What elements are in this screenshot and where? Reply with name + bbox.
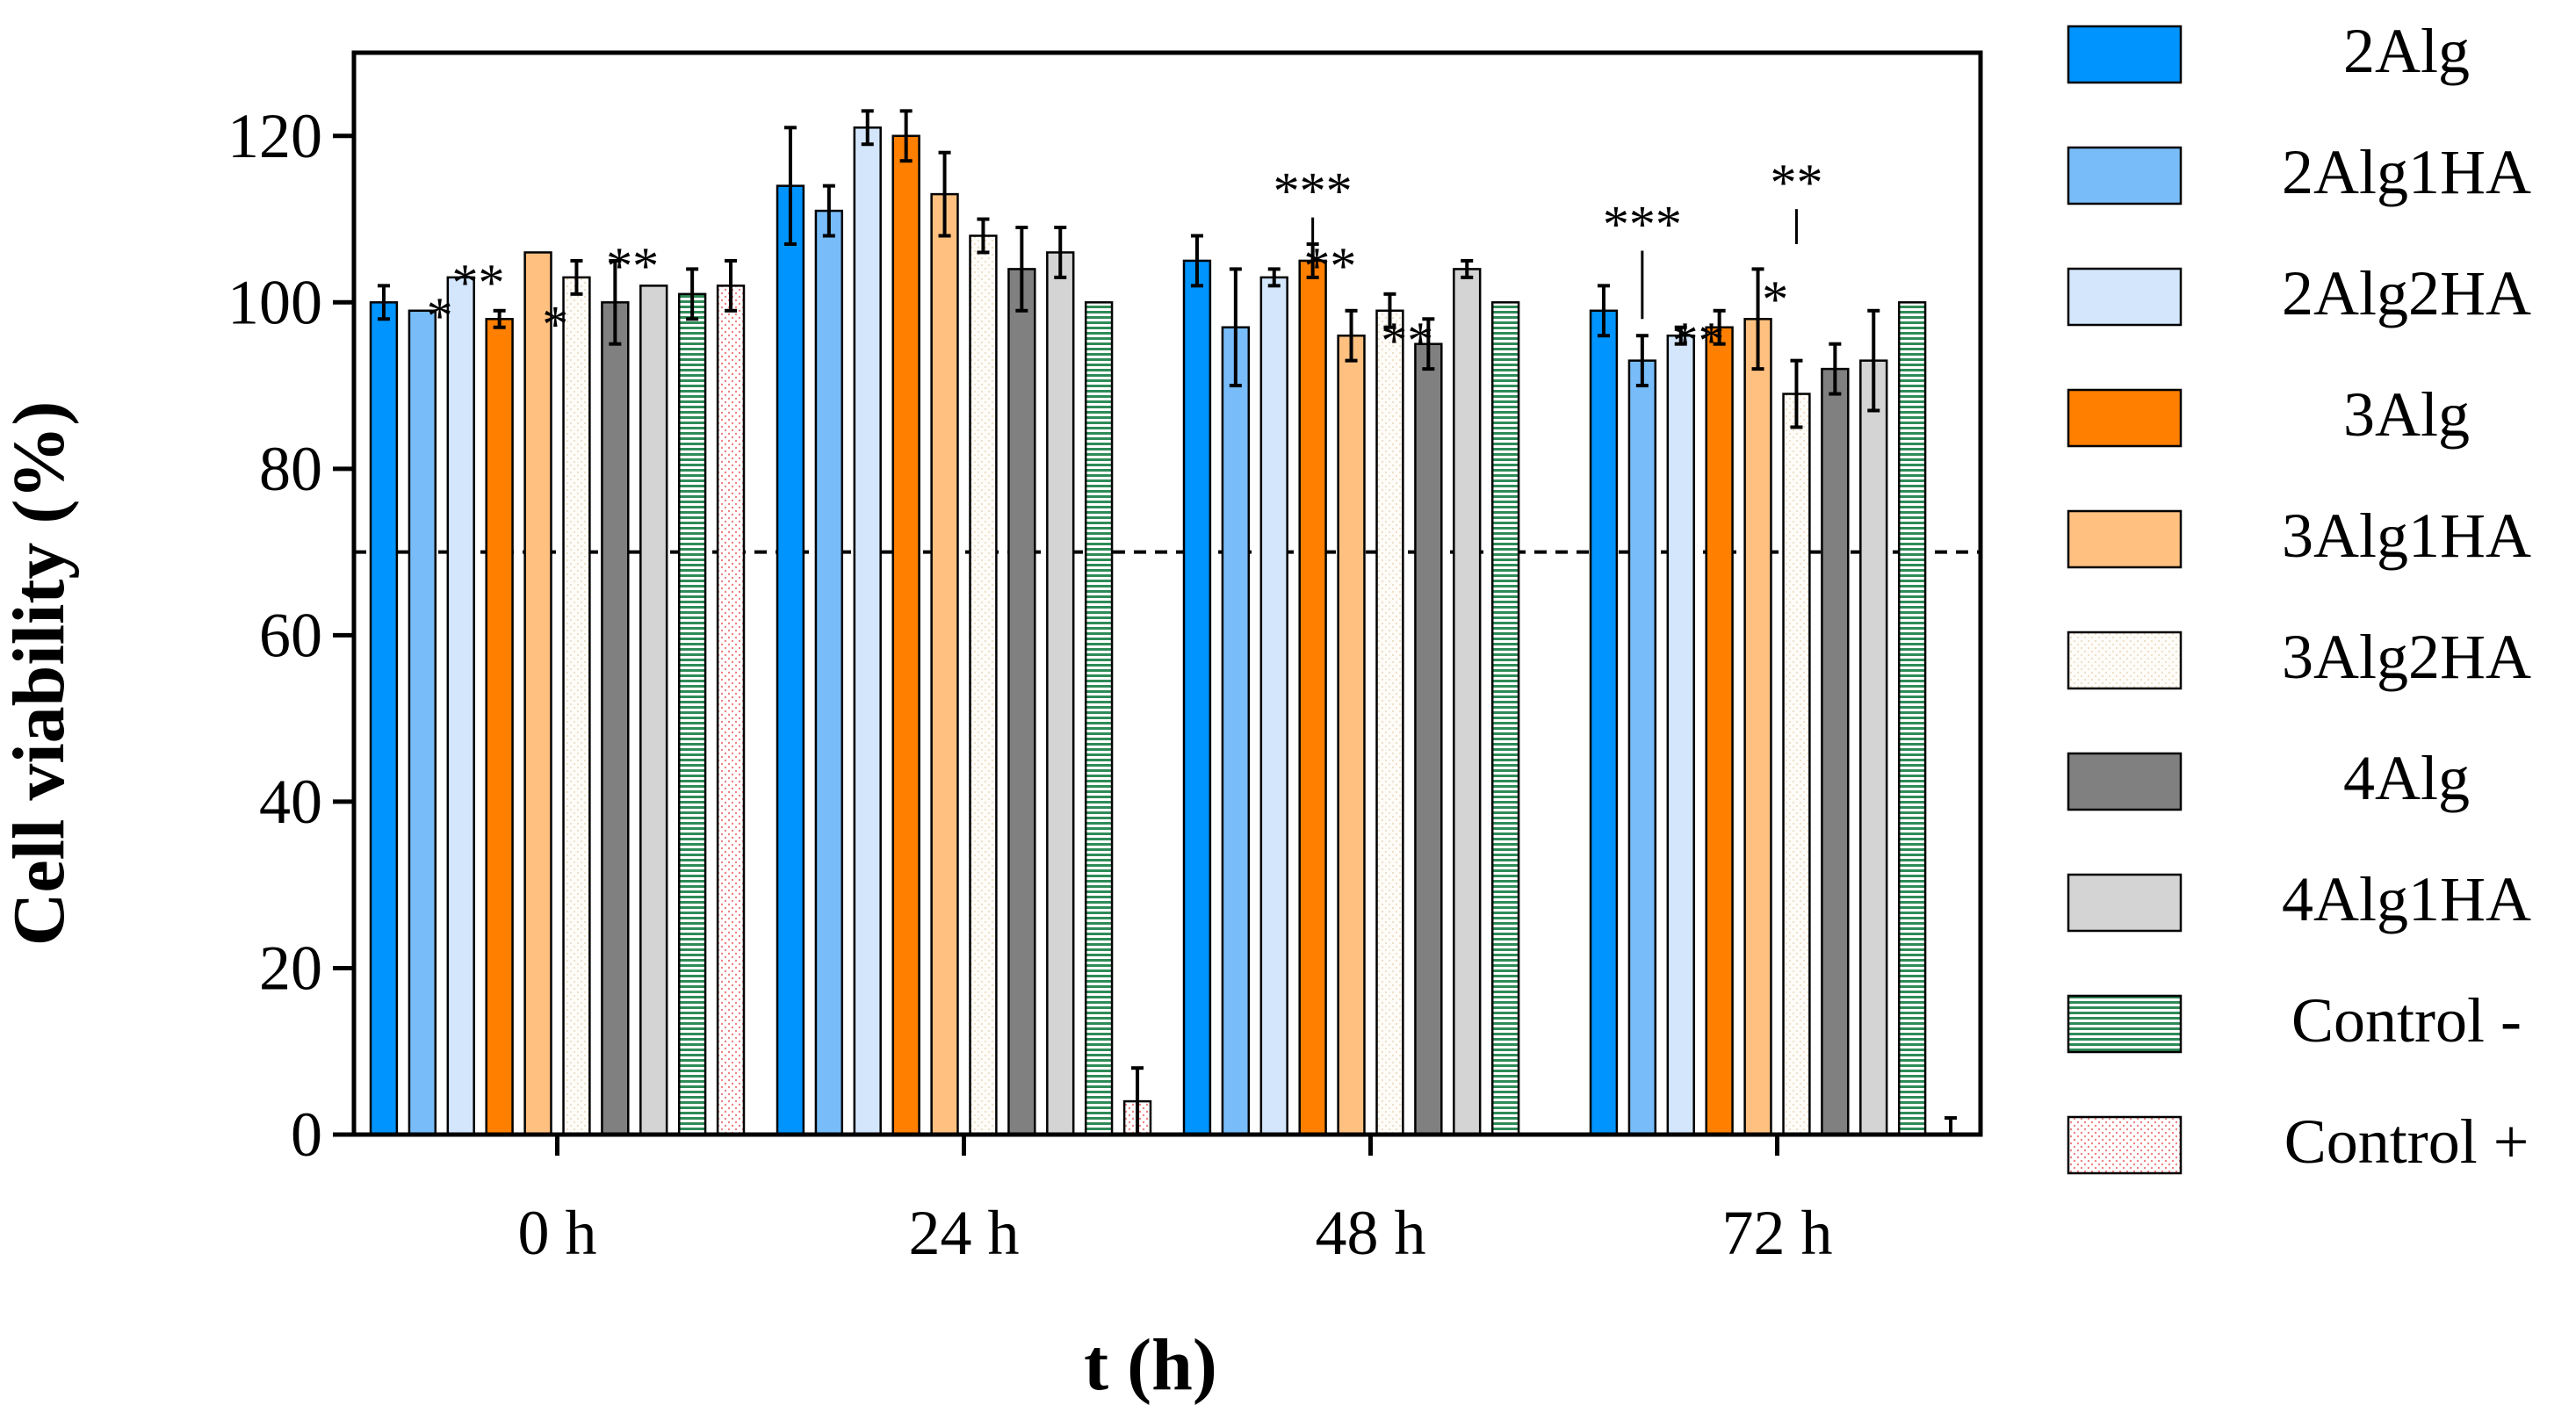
bar-3Alg1HA-48 h: [1337, 334, 1366, 1136]
legend-swatch-3Alg1HA: [2067, 509, 2183, 569]
legend-swatch-3Alg2HA: [2067, 631, 2183, 690]
bar-2Alg2HA-24 h: [853, 126, 882, 1136]
x-tick-label: 48 h: [1316, 1198, 1426, 1268]
bar-3Alg2HA-0 h: [562, 276, 591, 1136]
significance-label: **: [1381, 312, 1433, 370]
y-tick-label: 0: [291, 1099, 322, 1170]
bar-4Alg-0 h: [601, 301, 630, 1136]
bar-3Alg2HA-24 h: [969, 234, 998, 1136]
bar-2Alg2HA-48 h: [1259, 276, 1288, 1136]
bar-3Alg1HA-24 h: [930, 192, 959, 1136]
bar-3Alg-72 h: [1705, 326, 1734, 1136]
legend-label: 2Alg: [2343, 16, 2470, 86]
bar-2Alg-72 h: [1589, 309, 1619, 1136]
significance-label: **: [606, 237, 659, 295]
y-tick-label: 40: [259, 767, 322, 837]
legend-label: Control +: [2284, 1106, 2529, 1177]
bar-4Alg-24 h: [1007, 268, 1036, 1136]
y-tick-label: 120: [227, 101, 322, 171]
bar-4Alg1HA-48 h: [1453, 268, 1482, 1136]
x-tick-label: 0 h: [518, 1198, 597, 1268]
legend-swatch-2Alg: [2067, 25, 2183, 84]
significance-label: **: [1303, 237, 1356, 295]
legend-swatch-4Alg1HA: [2067, 873, 2183, 933]
y-tick-label: 80: [259, 434, 322, 504]
bar-Control --48 h: [1490, 301, 1520, 1136]
bar-2Alg-0 h: [369, 301, 399, 1136]
bar-2Alg2HA-72 h: [1666, 334, 1695, 1136]
significance-label: *: [427, 287, 453, 345]
significance-label: *: [1762, 270, 1788, 328]
legend-label: Control -: [2291, 985, 2522, 1056]
bar-Control +-0 h: [716, 285, 746, 1136]
bar-Control --72 h: [1897, 301, 1927, 1136]
bar-2Alg-24 h: [776, 184, 805, 1136]
bar-3Alg2HA-72 h: [1782, 393, 1811, 1136]
significance-label: *: [542, 295, 568, 353]
legend: 2Alg 2Alg1HA 2Alg2HA 3Alg 3Alg1HA 3Alg2HA 4Alg…: [2067, 16, 2531, 1177]
bar-4Alg-48 h: [1414, 342, 1443, 1136]
significance-label: **: [1770, 154, 1822, 212]
bar-3Alg2HA-48 h: [1375, 309, 1404, 1136]
plot-frame: [351, 50, 1983, 1137]
legend-label: 4Alg: [2343, 743, 2470, 813]
legend-label: 2Alg1HA: [2282, 137, 2531, 207]
significance-label: ***: [1274, 162, 1353, 220]
legend-label: 3Alg2HA: [2282, 622, 2531, 692]
bar-3Alg-0 h: [485, 318, 514, 1136]
y-tick-label: 60: [259, 600, 322, 670]
legend-swatch-Control +: [2067, 1115, 2183, 1175]
significance-label: **: [452, 254, 505, 312]
y-axis-title: Cell viability (%): [0, 401, 80, 947]
bar-Control --24 h: [1084, 301, 1114, 1136]
legend-swatch-2Alg2HA: [2067, 267, 2183, 327]
legend-label: 4Alg1HA: [2282, 864, 2531, 934]
legend-label: 3Alg1HA: [2282, 501, 2531, 571]
bar-2Alg1HA-0 h: [408, 309, 437, 1136]
legend-swatch-2Alg1HA: [2067, 146, 2183, 205]
bar-3Alg-24 h: [891, 134, 920, 1136]
bar-2Alg1HA-24 h: [814, 209, 844, 1136]
legend-label: 3Alg: [2343, 379, 2470, 450]
bar-4Alg1HA-0 h: [639, 285, 668, 1136]
bar-4Alg-72 h: [1821, 367, 1850, 1136]
bar-4Alg1HA-72 h: [1859, 359, 1888, 1136]
y-tick-label: 100: [227, 267, 322, 337]
bar-2Alg1HA-72 h: [1627, 359, 1657, 1136]
legend-swatch-Control -: [2067, 994, 2183, 1054]
significance-label: **: [1672, 312, 1725, 370]
significance-label: ***: [1603, 196, 1682, 254]
legend-swatch-3Alg: [2067, 388, 2183, 448]
bar-2Alg1HA-48 h: [1221, 326, 1251, 1136]
x-tick-label: 72 h: [1722, 1198, 1833, 1268]
bar-2Alg2HA-0 h: [446, 276, 475, 1136]
bar-2Alg-48 h: [1182, 259, 1212, 1136]
bar-Control --0 h: [677, 292, 707, 1136]
bar-3Alg1HA-0 h: [523, 251, 552, 1136]
bar-3Alg-48 h: [1298, 259, 1327, 1136]
bar-4Alg1HA-24 h: [1046, 251, 1075, 1136]
y-tick-label: 20: [259, 933, 322, 1003]
x-axis-title: t (h): [1084, 1324, 1217, 1406]
x-tick-label: 24 h: [909, 1198, 1020, 1268]
legend-label: 2Alg2HA: [2282, 258, 2531, 328]
bar-3Alg1HA-72 h: [1743, 318, 1772, 1136]
legend-swatch-4Alg: [2067, 752, 2183, 811]
